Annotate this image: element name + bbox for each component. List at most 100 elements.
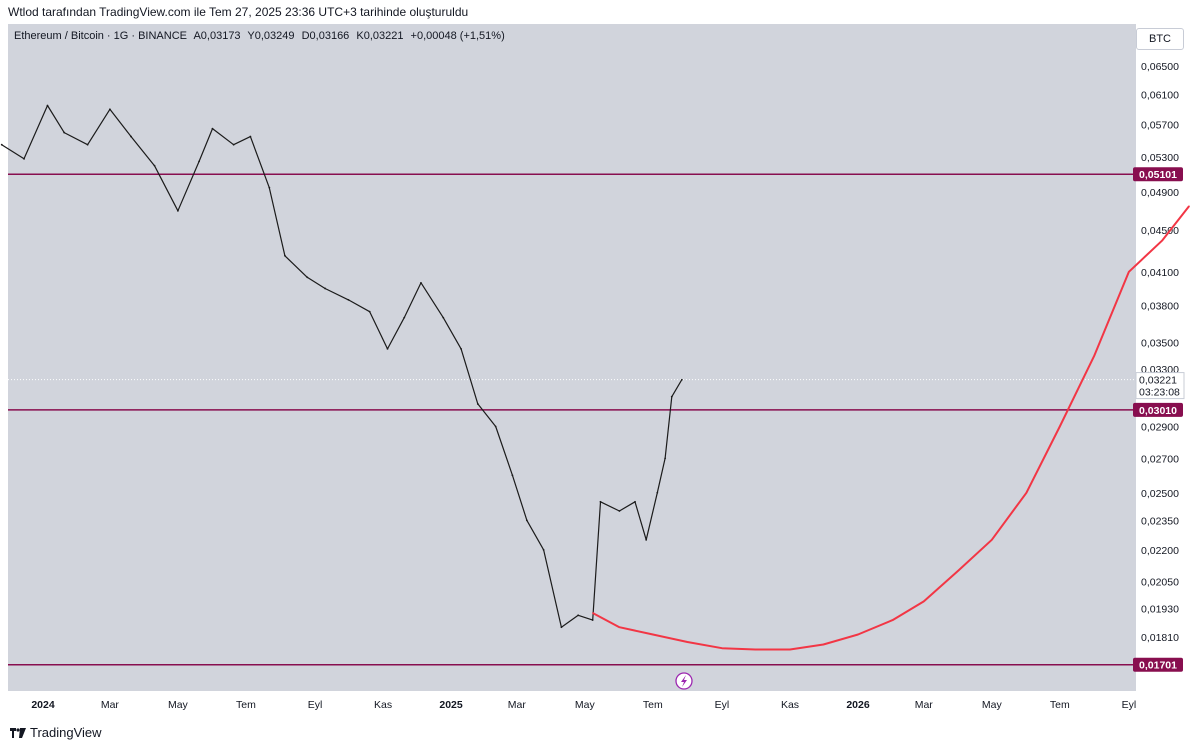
x-tick-label: Eyl	[308, 699, 323, 711]
x-tick-label: Tem	[1050, 699, 1070, 711]
price-point	[198, 160, 200, 163]
ohlc-low: D0,03166	[301, 30, 350, 42]
projection-point	[891, 619, 894, 621]
current-price-box	[1135, 372, 1185, 400]
price-point	[670, 395, 673, 398]
price-point	[153, 164, 156, 167]
lightning-icon	[681, 675, 687, 687]
y-tick-label: 0,02700	[1141, 453, 1179, 465]
y-tick-label: 0,04500	[1141, 225, 1179, 237]
x-tick-label: Mar	[915, 699, 934, 711]
price-point	[249, 135, 252, 138]
y-tick-label: 0,02900	[1141, 421, 1179, 433]
x-tick-label: May	[575, 699, 596, 711]
brand-name: TradingView	[30, 725, 102, 740]
brand[interactable]: TradingView	[10, 725, 102, 740]
x-tick-label: Kas	[781, 699, 799, 711]
caption-text: Wtlod tarafından TradingView.com ile Tem…	[8, 5, 469, 19]
top-caption-bar: Wtlod tarafından TradingView.com ile Tem…	[0, 0, 1200, 24]
projection-curve	[592, 205, 1190, 651]
price-point	[591, 619, 594, 621]
price-point	[525, 519, 528, 522]
ohlc-high: Y0,03249	[247, 30, 295, 42]
level-label-bg	[1133, 402, 1183, 417]
y-tick-label: 0,02200	[1141, 545, 1179, 557]
price-point	[560, 626, 563, 629]
price-point	[368, 310, 371, 313]
symbol-info: Ethereum / Bitcoin · 1G · BINANCE A0,031…	[14, 30, 509, 42]
price-point	[177, 209, 179, 212]
price-point	[386, 348, 389, 350]
price-point	[268, 186, 271, 189]
projection-point	[592, 612, 594, 614]
projection-point	[1188, 205, 1190, 207]
x-tick-label: 2025	[439, 699, 463, 711]
price-point	[442, 316, 445, 319]
x-tick-label: Tem	[236, 699, 256, 711]
projection-point	[822, 643, 825, 646]
price-point	[664, 457, 667, 460]
x-tick-label: Tem	[643, 699, 663, 711]
level-label: 0,03010	[1139, 405, 1177, 417]
y-tick-label: 0,06100	[1141, 89, 1179, 101]
price-point	[0, 143, 3, 146]
tradingview-logo-icon	[10, 727, 26, 738]
y-tick-label: 0,02350	[1141, 515, 1179, 527]
x-tick-label: Eyl	[1122, 699, 1137, 711]
projection-point	[618, 626, 621, 628]
price-point	[211, 127, 214, 130]
price-point	[634, 500, 636, 503]
y-tick-label: 0,02050	[1141, 576, 1179, 588]
y-tick-label: 0,01930	[1141, 603, 1179, 615]
price-point	[46, 104, 49, 107]
projection-point	[857, 633, 859, 636]
price-point	[130, 135, 132, 138]
level-label-bg	[1133, 167, 1183, 182]
y-tick-label: 0,03800	[1141, 301, 1179, 313]
projection-point	[957, 570, 959, 572]
projection-point	[991, 539, 993, 541]
y-tick-label: 0,03500	[1141, 337, 1179, 349]
level-label-bg	[1133, 657, 1183, 672]
price-point	[645, 538, 648, 541]
price-point	[403, 316, 406, 319]
x-tick-label: 2024	[31, 699, 55, 711]
projection-point	[1128, 271, 1130, 273]
ohlc-change: +0,00048 (+1,51%)	[410, 30, 505, 42]
price-point	[420, 281, 422, 284]
footer-bar: TradingView	[0, 715, 1200, 747]
projection-point	[721, 647, 723, 649]
level-label: 0,05101	[1139, 169, 1177, 181]
y-tick-label: 0,05700	[1141, 120, 1179, 132]
price-axis[interactable]	[1136, 24, 1200, 691]
price-point	[284, 254, 286, 257]
price-point	[63, 131, 66, 134]
currency-button[interactable]: BTC	[1136, 28, 1184, 50]
price-point	[347, 299, 350, 301]
ohlc-close: K0,03221	[356, 30, 404, 42]
price-point	[476, 403, 479, 405]
price-point	[599, 500, 602, 503]
y-tick-label: 0,06500	[1141, 61, 1179, 73]
price-point	[618, 510, 621, 512]
y-tick-label: 0,01810	[1141, 632, 1179, 644]
ohlc-open: A0,03173	[193, 30, 241, 42]
price-series-line	[1, 104, 683, 628]
price-point	[577, 614, 580, 617]
price-point	[460, 348, 462, 350]
x-tick-label: Kas	[374, 699, 392, 711]
symbol-name: Ethereum / Bitcoin · 1G · BINANCE	[14, 30, 187, 42]
lightning-event-icon	[675, 672, 693, 690]
time-axis[interactable]	[8, 691, 1200, 715]
x-tick-label: May	[982, 699, 1003, 711]
projection-point	[652, 633, 654, 636]
x-tick-label: Mar	[508, 699, 527, 711]
projection-point	[789, 648, 791, 651]
price-point	[232, 143, 235, 146]
price-point	[86, 143, 89, 146]
y-tick-label: 0,05300	[1141, 152, 1179, 164]
current-price-countdown: 03:23:08	[1139, 387, 1180, 399]
price-point	[494, 425, 497, 428]
projection-point	[754, 648, 757, 651]
